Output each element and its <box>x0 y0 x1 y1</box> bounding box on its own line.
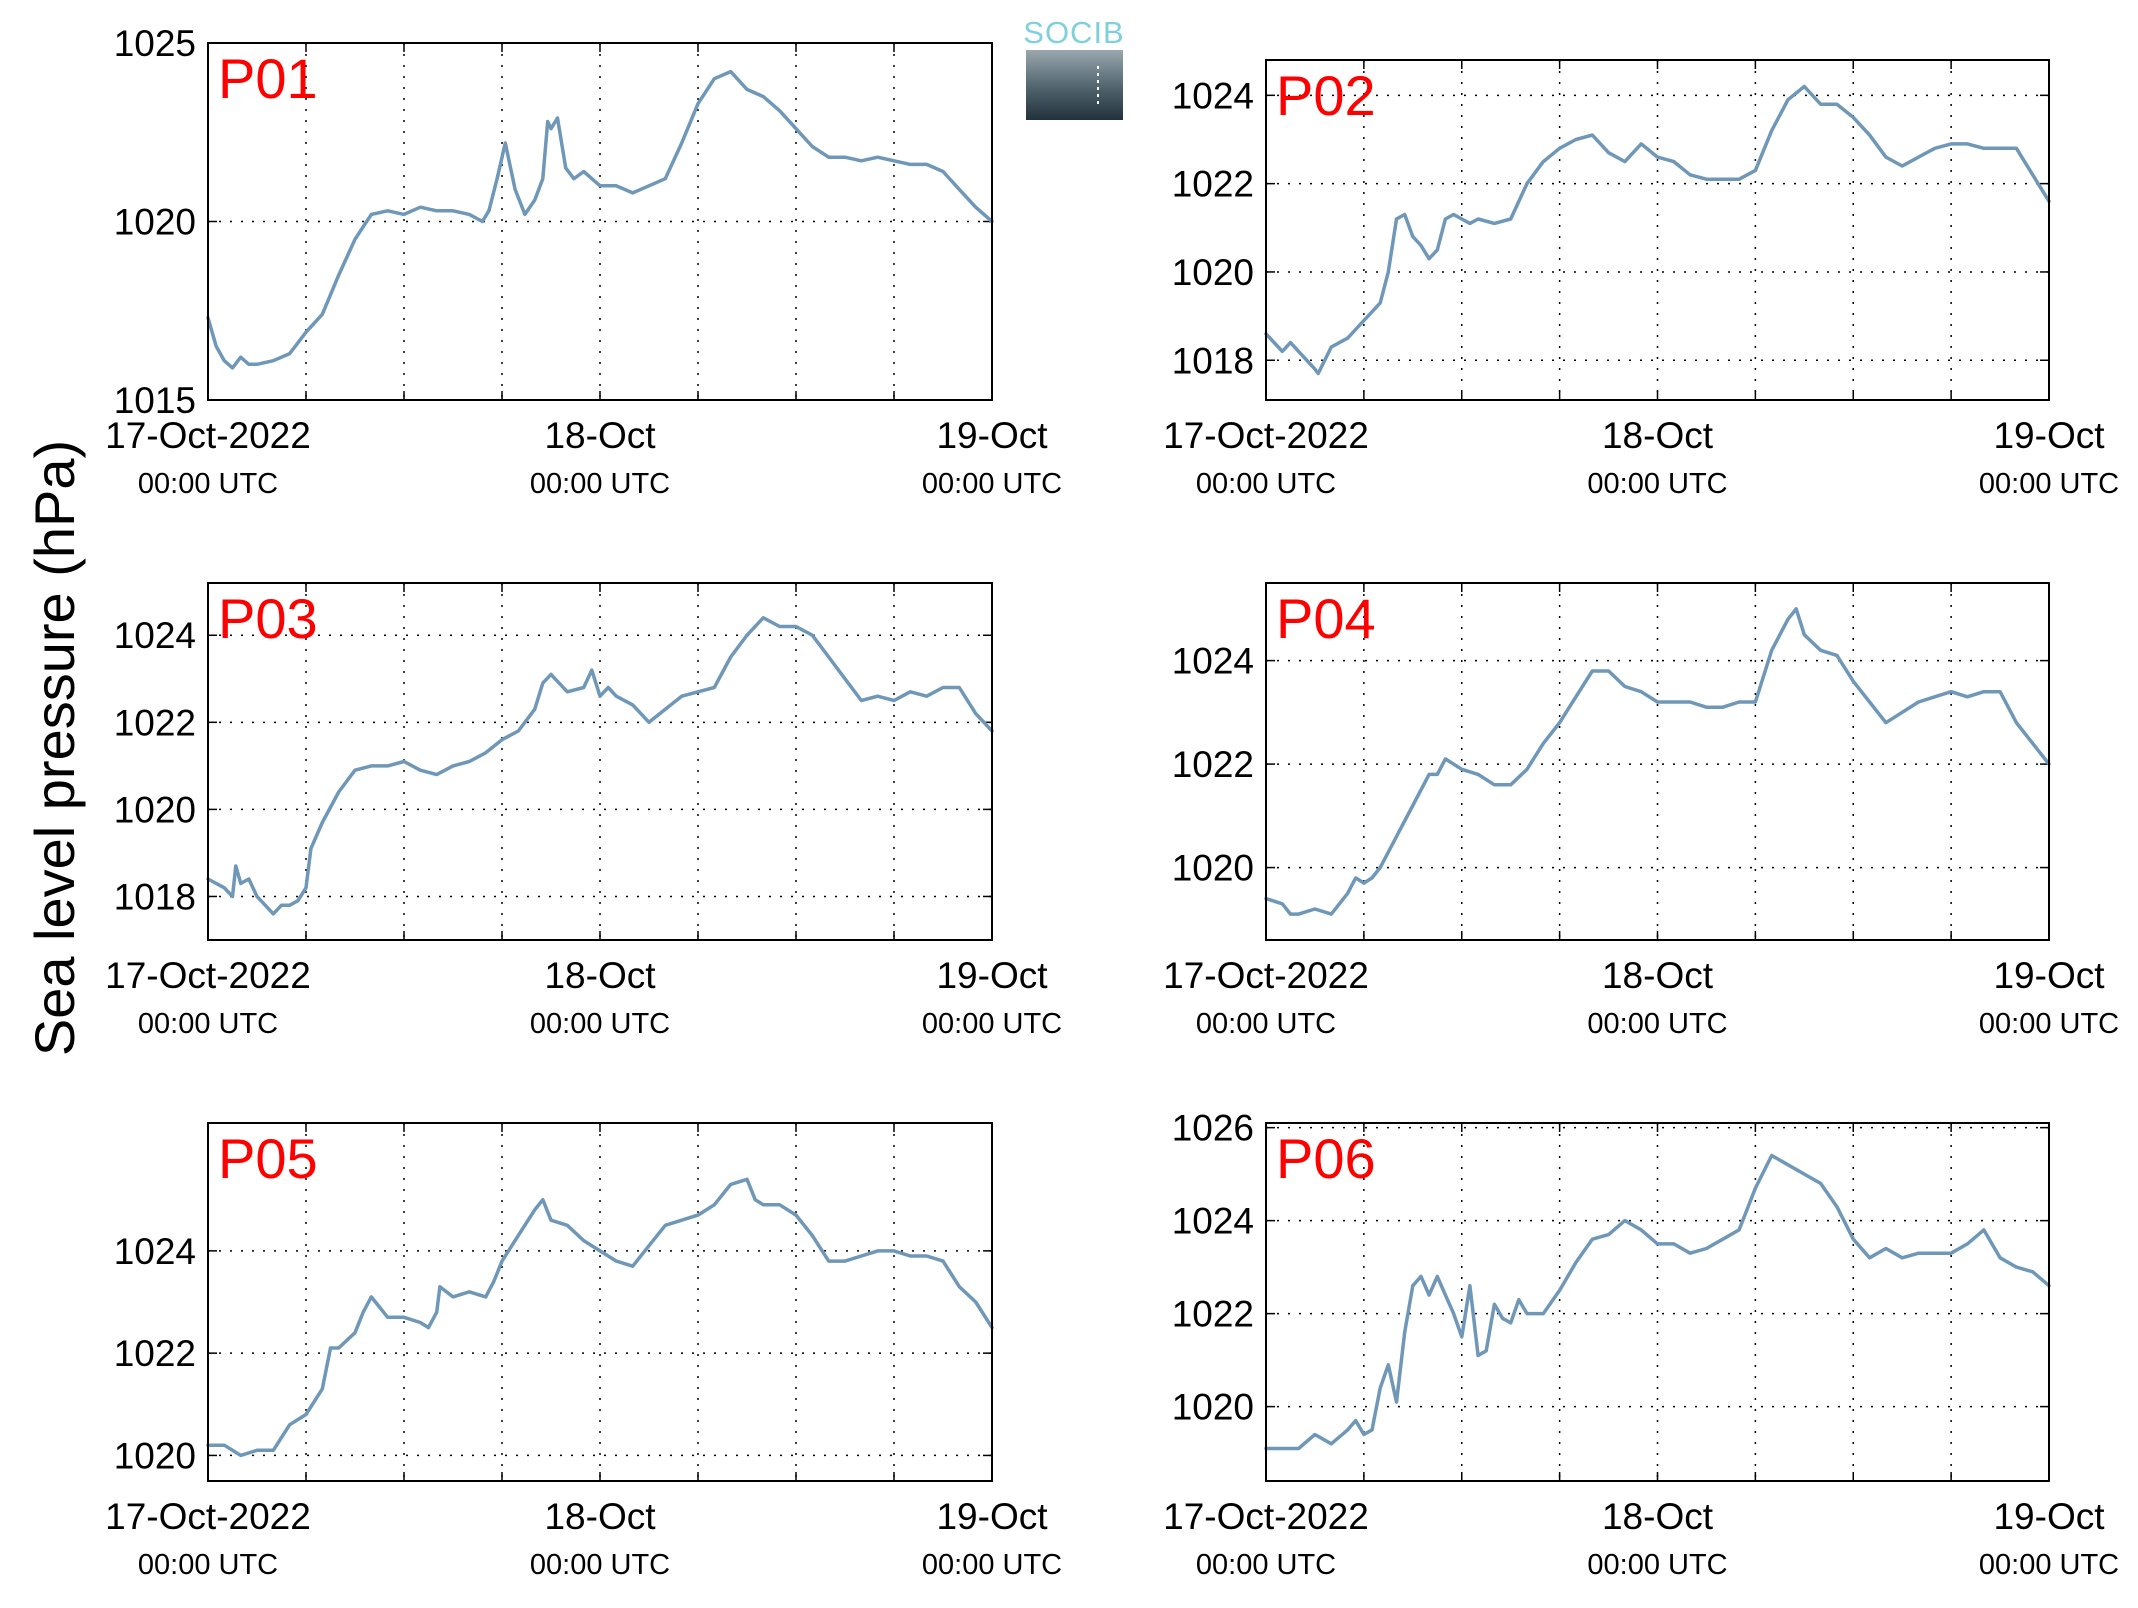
x-tick-label: 17-Oct-2022 <box>1163 955 1369 996</box>
plot-frame <box>1265 582 2050 941</box>
y-tick-label: 1020 <box>1172 1387 1254 1428</box>
plot-frame <box>207 42 993 401</box>
x-tick-sublabel: 00:00 UTC <box>1196 1549 1336 1581</box>
x-tick-sublabel: 00:00 UTC <box>1196 468 1336 500</box>
y-tick-label: 1022 <box>1172 1294 1254 1335</box>
y-tick-label: 1020 <box>114 202 196 243</box>
y-tick-label: 1020 <box>1172 848 1254 889</box>
panel-label: P02 <box>1276 64 1376 127</box>
x-tick-sublabel: 00:00 UTC <box>1587 468 1727 500</box>
x-tick-label: 18-Oct <box>544 1496 656 1537</box>
panel-p01: 1015 1020 1025 P01 17-Oct-2022 00:00 UTC 18-Oc… <box>105 23 1062 500</box>
x-tick-sublabel: 00:00 UTC <box>1979 1549 2119 1581</box>
y-tick-label: 1024 <box>1172 75 1254 116</box>
x-tick-sublabel: 00:00 UTC <box>138 1549 278 1581</box>
panel-p04: 1020 1022 1024 P04 17-Oct-2022 00:00 UTC 18-Oc… <box>1163 582 2119 1040</box>
x-tick-label: 18-Oct <box>1602 1496 1714 1537</box>
y-tick-label: 1015 <box>114 380 196 421</box>
socib-logo-block <box>1026 50 1123 120</box>
panel-label: P03 <box>218 587 318 650</box>
series-line-p02 <box>1264 84 2051 376</box>
panel-label: P06 <box>1276 1127 1376 1190</box>
plot-frame <box>1265 59 2050 401</box>
y-tick-label: 1022 <box>1172 164 1254 205</box>
series-line-p03 <box>206 616 994 916</box>
x-tick-sublabel: 00:00 UTC <box>138 1008 278 1040</box>
y-tick-label: 1024 <box>1172 641 1254 682</box>
y-tick-label: 1022 <box>1172 744 1254 785</box>
y-tick-label: 1025 <box>114 23 196 64</box>
x-tick-sublabel: 00:00 UTC <box>530 1549 670 1581</box>
panel-label: P04 <box>1276 587 1376 650</box>
y-axis-label: Sea level pressure (hPa) <box>23 440 86 1056</box>
x-tick-label: 17-Oct-2022 <box>105 955 311 996</box>
panel-p05: 1020 1022 1024 P05 17-Oct-2022 00:00 UTC 18-Oc… <box>105 1122 1062 1581</box>
panels: 1015 1020 1025 P01 17-Oct-2022 00:00 UTC 18-Oc… <box>105 23 2119 1581</box>
series-line-p05 <box>206 1177 994 1458</box>
x-tick-label: 18-Oct <box>544 415 656 456</box>
panel-p03: 1018 1020 1022 1024 P03 17-Oct-2022 00:00 UTC 1… <box>105 582 1062 1040</box>
x-tick-sublabel: 00:00 UTC <box>1196 1008 1336 1040</box>
x-tick-label: 19-Oct <box>936 415 1048 456</box>
y-tick-label: 1022 <box>114 1333 196 1374</box>
x-tick-label: 17-Oct-2022 <box>105 1496 311 1537</box>
x-tick-label: 19-Oct <box>1993 1496 2105 1537</box>
series-line-p04 <box>1264 607 2051 916</box>
y-tick-label: 1018 <box>114 876 196 917</box>
x-tick-label: 18-Oct <box>1602 415 1714 456</box>
plot-frame <box>1265 1122 2050 1482</box>
x-tick-sublabel: 00:00 UTC <box>530 468 670 500</box>
socib-logo: SOCIB <box>1023 15 1124 120</box>
y-tick-label: 1024 <box>114 615 196 656</box>
x-tick-sublabel: 00:00 UTC <box>530 1008 670 1040</box>
y-tick-label: 1024 <box>1172 1201 1254 1242</box>
y-tick-label: 1020 <box>1172 252 1254 293</box>
x-tick-label: 19-Oct <box>936 955 1048 996</box>
series-line-p01 <box>206 69 994 370</box>
plot-frame <box>207 582 993 941</box>
x-tick-label: 17-Oct-2022 <box>1163 1496 1369 1537</box>
x-tick-sublabel: 00:00 UTC <box>138 468 278 500</box>
y-tick-label: 1024 <box>114 1231 196 1272</box>
x-tick-sublabel: 00:00 UTC <box>922 1549 1062 1581</box>
y-tick-label: 1020 <box>114 1435 196 1476</box>
x-tick-sublabel: 00:00 UTC <box>922 1008 1062 1040</box>
y-tick-label: 1020 <box>114 789 196 830</box>
x-tick-label: 19-Oct <box>1993 955 2105 996</box>
x-tick-sublabel: 00:00 UTC <box>1587 1008 1727 1040</box>
panel-label: P01 <box>218 47 318 110</box>
x-tick-label: 19-Oct <box>936 1496 1048 1537</box>
series-line-p06 <box>1264 1153 2051 1451</box>
y-tick-label: 1026 <box>1172 1108 1254 1149</box>
x-tick-label: 17-Oct-2022 <box>105 415 311 456</box>
x-tick-label: 18-Oct <box>1602 955 1714 996</box>
panel-label: P05 <box>218 1127 318 1190</box>
plot-frame <box>207 1122 993 1482</box>
panel-p02: 1018 1020 1022 1024 P02 17-Oct-2022 00:00 UTC 1… <box>1163 59 2119 500</box>
y-tick-label: 1022 <box>114 702 196 743</box>
x-tick-label: 17-Oct-2022 <box>1163 415 1369 456</box>
x-tick-label: 18-Oct <box>544 955 656 996</box>
socib-logo-text: SOCIB <box>1023 15 1124 50</box>
x-tick-sublabel: 00:00 UTC <box>922 468 1062 500</box>
y-tick-label: 1018 <box>1172 340 1254 381</box>
x-tick-sublabel: 00:00 UTC <box>1587 1549 1727 1581</box>
panel-p06: 1020 1022 1024 1026 P06 17-Oct-2022 00:00 UTC 1… <box>1163 1108 2119 1581</box>
x-tick-label: 19-Oct <box>1993 415 2105 456</box>
x-tick-sublabel: 00:00 UTC <box>1979 1008 2119 1040</box>
x-tick-sublabel: 00:00 UTC <box>1979 468 2119 500</box>
